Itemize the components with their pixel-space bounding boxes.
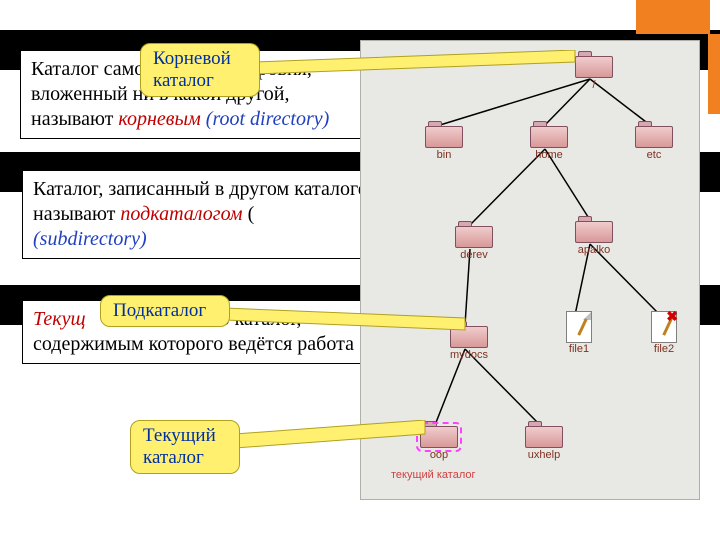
folder-derev: derev	[451, 221, 497, 261]
t3-a: Текущ	[33, 308, 86, 330]
callout-current: Текущий каталог	[130, 420, 240, 474]
t1-e: корневым	[118, 108, 200, 130]
t2-a: Каталог, записанный в другом каталоге,	[33, 178, 372, 200]
pointer-root	[255, 50, 595, 90]
t2-b: называют	[33, 203, 120, 225]
pointer-sub	[225, 300, 475, 340]
folder-etc: etc	[631, 121, 677, 161]
current-dir-caption: текущий каталог	[391, 469, 476, 481]
callout-root-label: Корневой каталог	[153, 48, 231, 91]
pointer-current	[235, 420, 435, 460]
callout-current-label: Текущий каталог	[143, 425, 216, 468]
folder-home: home	[526, 121, 572, 161]
t2-d: (	[248, 203, 255, 225]
folder-apalko: apalko	[571, 216, 617, 256]
t1-f: (root directory)	[206, 108, 330, 130]
t1-a: Каталог	[31, 58, 104, 80]
callout-root: Корневой каталог	[140, 43, 260, 97]
callout-sub-label: Подкаталог	[113, 300, 206, 321]
file-file2: ✖file2	[641, 311, 687, 355]
folder-uxhelp: uxhelp	[521, 421, 567, 461]
folder-bin: bin	[421, 121, 467, 161]
t1-d: называют	[31, 108, 118, 130]
t2-e: (subdirectory)	[33, 228, 147, 250]
file-file1: file1	[556, 311, 602, 355]
callout-sub: Подкаталог	[100, 295, 230, 327]
t2-c: подкаталогом	[120, 203, 242, 225]
accent-side	[708, 34, 720, 114]
definition-subdir: Каталог, записанный в другом каталоге, н…	[22, 170, 417, 259]
accent-top	[636, 0, 710, 34]
